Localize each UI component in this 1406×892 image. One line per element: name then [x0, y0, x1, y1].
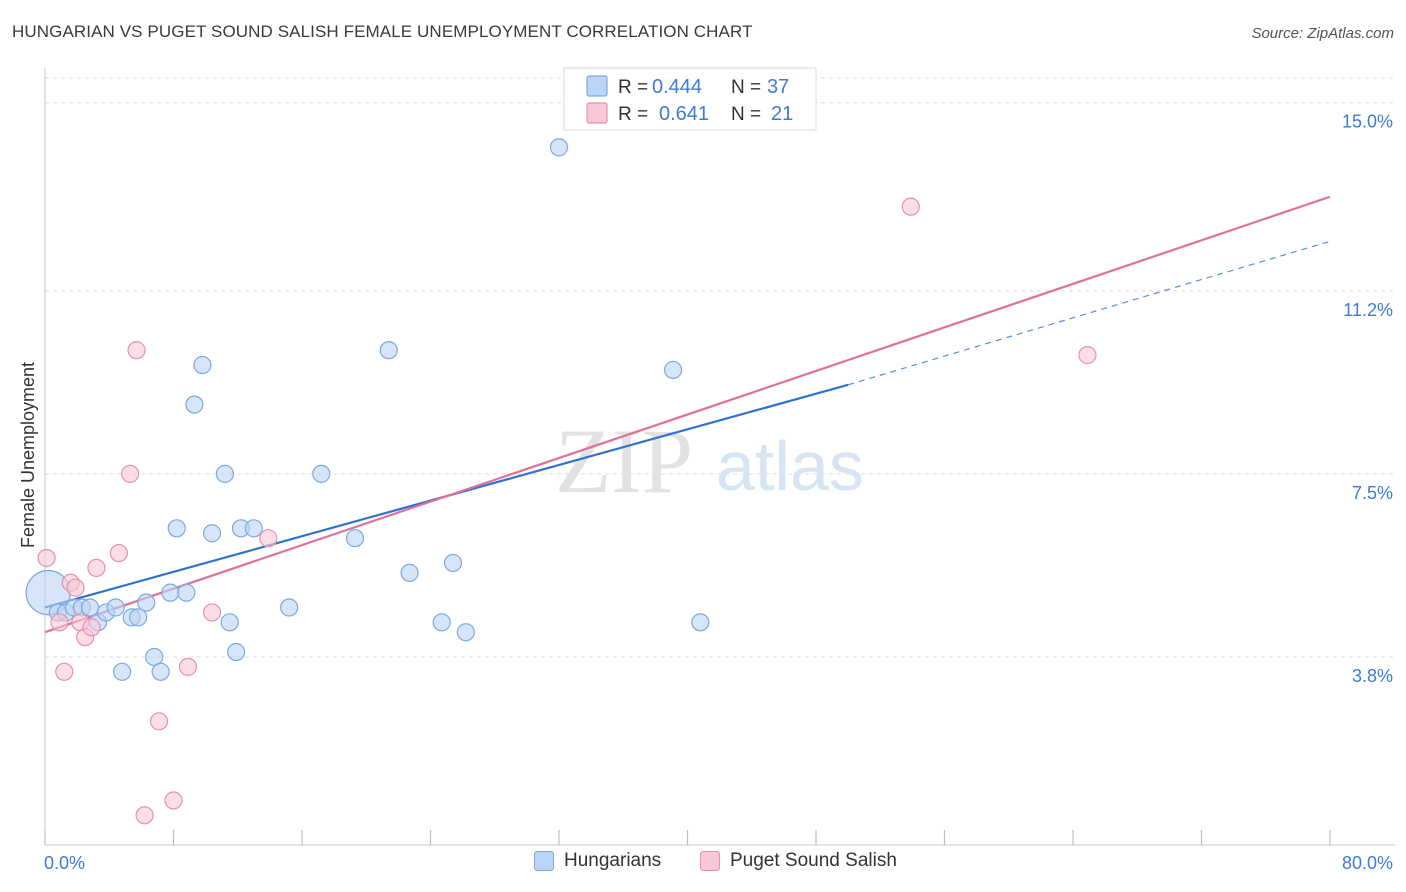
point-hungarians [202, 524, 222, 543]
legend-swatch-blue [586, 75, 608, 97]
point-hungarians [379, 341, 398, 360]
point-hungarians [177, 583, 196, 602]
chart-title: HUNGARIAN VS PUGET SOUND SALISH FEMALE U… [12, 22, 753, 41]
trend-line-pink [44, 195, 1331, 634]
trend-line-extension [847, 240, 1331, 386]
point-puget-sound-salish [55, 662, 74, 681]
y-tick-label: 3.8% [1352, 666, 1393, 686]
point-puget-sound-salish [149, 712, 169, 731]
point-puget-sound-salish [87, 558, 106, 577]
point-puget-sound-salish [202, 603, 222, 622]
legend-item-hungarians[interactable]: Hungarians [534, 850, 661, 872]
watermark-atlas: atlas [716, 427, 864, 505]
point-puget-sound-salish [1078, 346, 1097, 365]
legend-r-label: R = [618, 104, 648, 125]
point-hungarians [193, 355, 212, 375]
point-puget-sound-salish [259, 529, 278, 548]
legend-r-value: 0.641 [659, 103, 709, 125]
point-hungarians [80, 598, 100, 617]
legend-n-label: N = [731, 104, 761, 125]
y-tick-label: 15.0% [1342, 112, 1393, 132]
trend-lines [44, 195, 1331, 634]
point-hungarians [456, 623, 475, 642]
legend-n-value: 21 [771, 103, 793, 125]
legend-swatch-pink [700, 851, 720, 871]
point-puget-sound-salish [66, 578, 85, 597]
point-puget-sound-salish [127, 341, 146, 360]
legend-r-value: 0.444 [652, 76, 702, 98]
point-hungarians [227, 642, 246, 662]
data-points [25, 138, 1097, 825]
y-axis-label: Female Unemployment [18, 362, 38, 548]
x-tick-label: 0.0% [44, 853, 85, 873]
point-puget-sound-salish [135, 806, 154, 825]
point-hungarians [345, 529, 365, 548]
legend-n-value: 37 [767, 76, 789, 98]
point-hungarians [220, 613, 239, 632]
legend-swatch-pink [586, 102, 608, 124]
point-hungarians [185, 395, 204, 414]
point-hungarians [215, 464, 234, 483]
point-hungarians [691, 613, 710, 632]
point-hungarians [106, 598, 125, 617]
correlation-legend: R = 0.444 N = 37 R = 0.641 N = 21 [563, 67, 817, 131]
point-puget-sound-salish [121, 464, 140, 483]
point-hungarians [432, 613, 451, 632]
point-puget-sound-salish [901, 197, 920, 216]
y-tick-label: 7.5% [1352, 483, 1393, 503]
point-hungarians [280, 598, 299, 617]
point-hungarians [161, 583, 180, 602]
point-hungarians [137, 593, 156, 612]
legend-item-puget-sound-salish[interactable]: Puget Sound Salish [700, 850, 897, 872]
point-hungarians [244, 519, 263, 538]
point-hungarians [151, 662, 170, 681]
point-hungarians [663, 360, 683, 380]
point-hungarians [112, 662, 132, 681]
point-hungarians [129, 608, 148, 627]
series-legend: Hungarians Puget Sound Salish [0, 850, 1406, 878]
point-hungarians [443, 553, 463, 573]
legend-swatch-blue [534, 851, 554, 871]
point-puget-sound-salish [164, 791, 183, 810]
grid-lines [45, 77, 1395, 658]
y-tick-label: 11.2% [1343, 300, 1393, 320]
point-hungarians [400, 563, 419, 582]
point-puget-sound-salish [37, 548, 56, 568]
tick-labels: 3.8% 7.5% 11.2% 15.0% 0.0% 80.0% [44, 112, 1393, 873]
point-puget-sound-salish [82, 618, 101, 637]
legend-r-label: R = [618, 77, 648, 98]
axes [44, 68, 1395, 846]
watermark-zip: ZIP [555, 410, 693, 512]
legend-n-label: N = [731, 77, 761, 98]
point-puget-sound-salish [109, 543, 128, 563]
point-hungarians [167, 519, 186, 538]
source-label: Source: ZipAtlas.com [1251, 25, 1394, 42]
legend-label-hungarians: Hungarians [564, 850, 662, 871]
point-hungarians [312, 464, 331, 483]
point-puget-sound-salish [50, 613, 69, 632]
point-hungarians [549, 138, 569, 157]
legend-label-puget-sound-salish: Puget Sound Salish [730, 850, 897, 871]
point-puget-sound-salish [178, 657, 198, 676]
x-tick-label: 80.0% [1342, 853, 1393, 873]
